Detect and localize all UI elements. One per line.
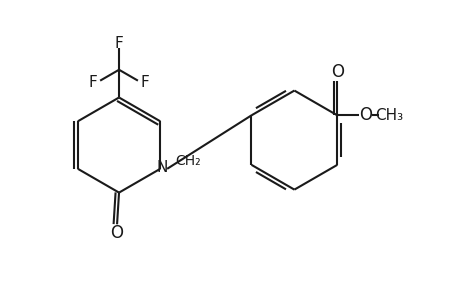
Text: CH₃: CH₃ xyxy=(374,108,402,123)
Text: F: F xyxy=(140,75,149,90)
Text: F: F xyxy=(89,75,97,90)
Text: N: N xyxy=(156,160,168,175)
Text: O: O xyxy=(359,106,372,124)
Text: O: O xyxy=(110,224,123,242)
Text: CH₂: CH₂ xyxy=(175,154,200,168)
Text: O: O xyxy=(330,63,343,81)
Text: F: F xyxy=(114,37,123,52)
